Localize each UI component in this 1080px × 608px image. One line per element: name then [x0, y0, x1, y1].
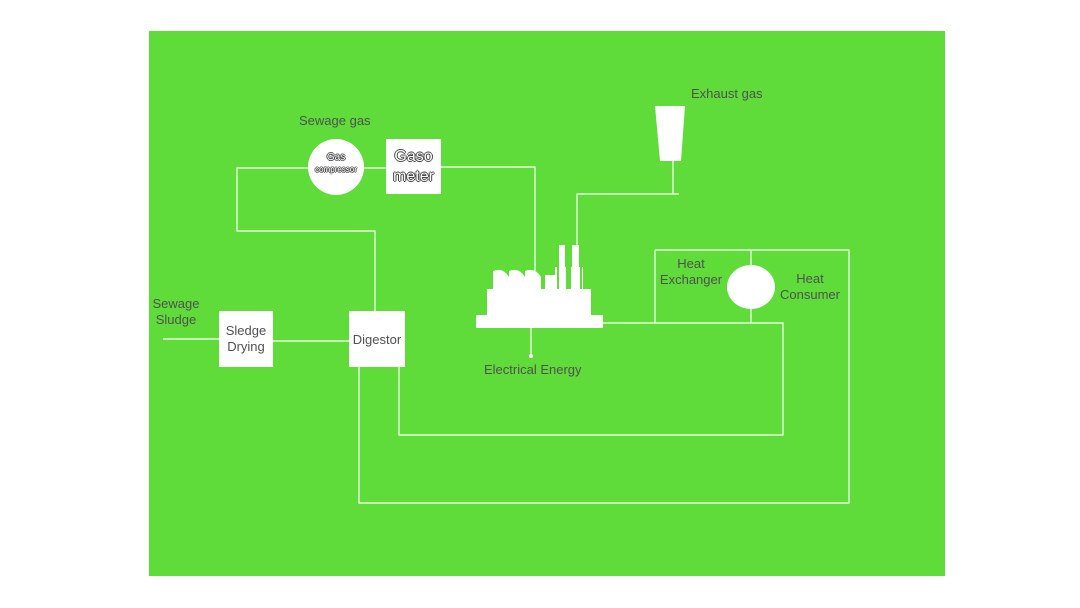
heat-exchanger-line2: Exchanger — [659, 272, 723, 287]
electrical-energy-label: Electrical Energy — [484, 362, 582, 377]
digestor-label: Digestor — [352, 331, 402, 347]
exhaust-plant-line — [576, 193, 679, 253]
heat-consumer-line2: Consumer — [780, 287, 840, 302]
gasometer-box: Gaso meter — [386, 139, 441, 194]
sewage-sludge-label: Sewage Sludge — [149, 296, 203, 328]
connection-lines — [163, 106, 850, 504]
gas-compressor-circle — [308, 139, 364, 195]
digestor-box: Digestor — [349, 311, 405, 367]
gasometer-line2: meter — [393, 167, 434, 185]
electrical-node-dot — [529, 354, 533, 358]
digestor-compressor-line — [236, 167, 376, 311]
gasometer-plant-line — [441, 166, 536, 271]
diagram-panel: Gas compressor Gaso meter Sledge Drying … — [149, 31, 945, 576]
heat-consumer-circle — [727, 265, 775, 309]
factory-icon — [476, 245, 603, 328]
exhaust-gas-label: Exhaust gas — [691, 86, 763, 101]
gas-compressor-label: Gas compressor — [308, 152, 364, 176]
sewage-gas-label: Sewage gas — [299, 113, 371, 128]
chimney-icon — [655, 106, 685, 161]
heat-exchanger-line1: Heat — [677, 256, 705, 271]
sledge-drying-line2: Drying — [227, 339, 265, 354]
sledge-drying-line1: Sledge — [225, 323, 267, 338]
heat-consumer-label: Heat Consumer — [775, 271, 845, 303]
heat-exchanger-label: Heat Exchanger — [653, 256, 729, 288]
plant-return-line — [398, 322, 784, 436]
gas-compressor-line2: compressor — [315, 165, 357, 174]
sewage-sludge-line2: Sludge — [155, 312, 197, 327]
sledge-drying-box: Sledge Drying — [219, 311, 273, 367]
heat-consumer-line1: Heat — [796, 271, 824, 286]
sewage-sludge-line1: Sewage — [152, 296, 200, 311]
heat-loop-outer — [358, 249, 850, 504]
gasometer-line1: Gaso — [394, 147, 433, 165]
gas-compressor-line1: Gas — [326, 152, 346, 163]
